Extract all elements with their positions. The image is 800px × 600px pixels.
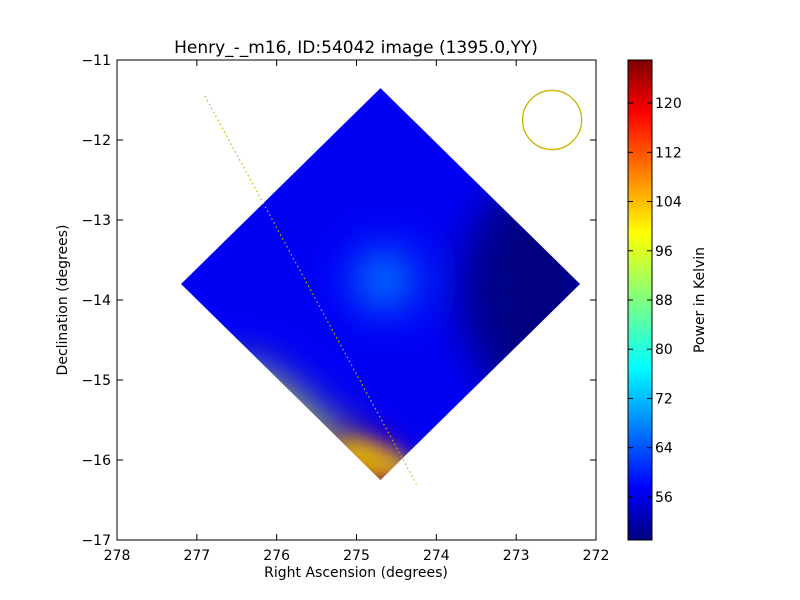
colorbar-tick-label: 104 (655, 195, 682, 211)
x-tick-label: 276 (263, 548, 290, 564)
y-tick-label: −13 (81, 213, 111, 229)
x-tick-label: 278 (104, 548, 131, 564)
y-tick-label: −15 (81, 373, 111, 389)
colorbar-tick-label: 88 (655, 293, 673, 309)
y-tick-label: −11 (81, 53, 111, 69)
colorbar-tick-label: 56 (655, 490, 673, 506)
heatmap-bright-spot (356, 252, 413, 308)
colorbar-tick-label: 120 (655, 96, 682, 112)
y-tick-label: −12 (81, 133, 111, 149)
colorbar-tick-label: 64 (655, 441, 673, 457)
colorbar-tick-label: 72 (655, 391, 673, 407)
colorbar-tick-label: 112 (655, 145, 682, 161)
colorbar-label: Power in Kelvin (692, 247, 708, 353)
track-line (204, 95, 417, 485)
y-tick-label: −16 (81, 453, 111, 469)
x-tick-label: 274 (423, 548, 450, 564)
y-axis: −11 −12 −13 −14 −15 −16 −17 (81, 53, 596, 549)
colorbar-ticks: 56 64 72 80 88 96 104 112 120 (628, 96, 682, 506)
colorbar-tick-label: 80 (655, 342, 673, 358)
y-tick-label: −14 (81, 293, 111, 309)
x-tick-label: 273 (503, 548, 530, 564)
x-axis-label: Right Ascension (degrees) (264, 565, 448, 581)
y-axis-label: Declination (degrees) (55, 225, 71, 376)
x-tick-label: 275 (343, 548, 370, 564)
beam-circle (521, 89, 583, 151)
x-axis: 278 277 276 275 274 273 272 (104, 60, 610, 564)
colorbar-tick-label: 96 (655, 244, 673, 260)
y-tick-label: −17 (81, 533, 111, 549)
x-tick-label: 277 (183, 548, 210, 564)
x-tick-label: 272 (583, 548, 610, 564)
chart-title: Henry_-_m16, ID:54042 image (1395.0,YY) (174, 38, 538, 58)
